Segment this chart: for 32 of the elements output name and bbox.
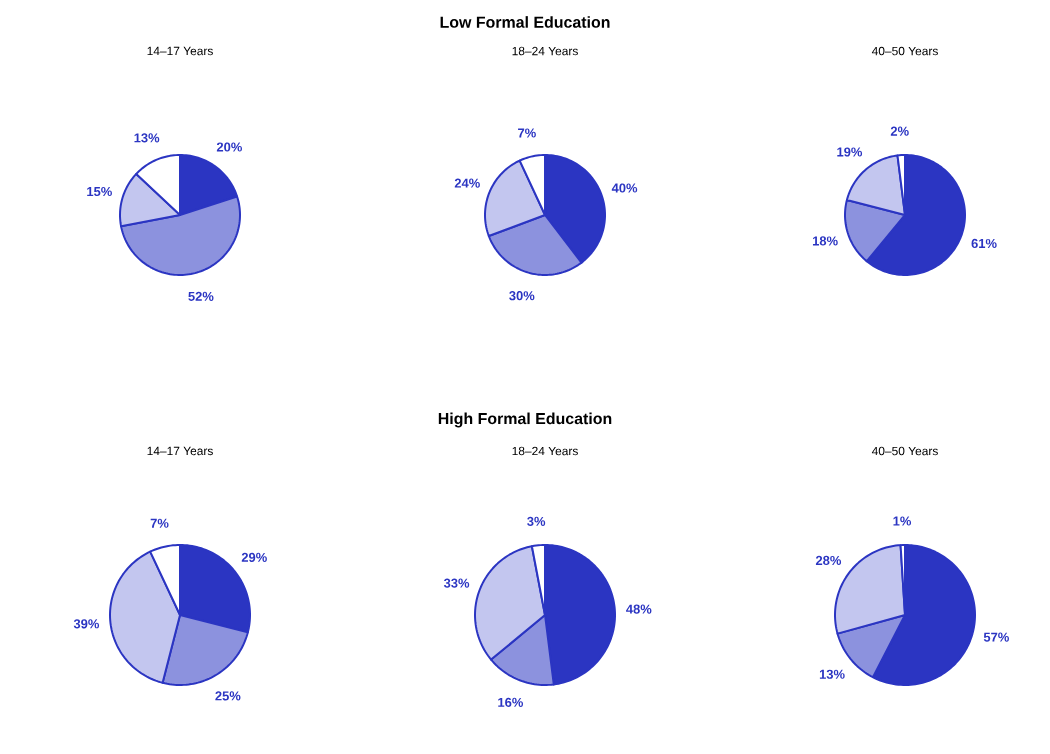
data-label: 2% <box>890 126 909 136</box>
data-label: 33% <box>443 578 470 588</box>
data-label: 48% <box>626 604 652 614</box>
chart-title: 14–17 Years <box>147 446 213 456</box>
data-label: 30% <box>509 291 535 301</box>
data-label: 3% <box>527 516 546 526</box>
data-label: 7% <box>518 128 536 138</box>
data-label: 25% <box>215 691 241 701</box>
data-label: 52% <box>188 291 214 301</box>
text: High Formal Education <box>438 412 612 428</box>
chart-title: 14–17 Years <box>147 46 213 56</box>
text: Low Formal Education <box>440 16 610 28</box>
data-label: 57% <box>983 632 1009 642</box>
data-label: 39% <box>73 619 100 629</box>
data-label: 24% <box>454 178 480 188</box>
data-label: 1% <box>893 516 912 526</box>
chart-title: 40–50 Years <box>871 46 938 56</box>
data-label: 19% <box>837 147 863 157</box>
chart-title: 18–24 Years <box>512 446 578 456</box>
data-label: 20% <box>216 142 242 152</box>
data-label: 13% <box>134 133 160 143</box>
data-label: 61% <box>971 238 997 249</box>
data-label: 18% <box>812 236 838 246</box>
chart-title: 40–50 Years <box>871 446 938 456</box>
data-label: 15% <box>87 186 112 197</box>
data-label: 16% <box>498 697 524 707</box>
data-label: 29% <box>241 552 267 562</box>
data-label: 28% <box>815 555 842 566</box>
data-label: 7% <box>150 518 169 528</box>
data-label: 40% <box>611 183 638 193</box>
chart-title: 18–24 Years <box>512 46 578 56</box>
data-label: 13% <box>819 669 845 679</box>
